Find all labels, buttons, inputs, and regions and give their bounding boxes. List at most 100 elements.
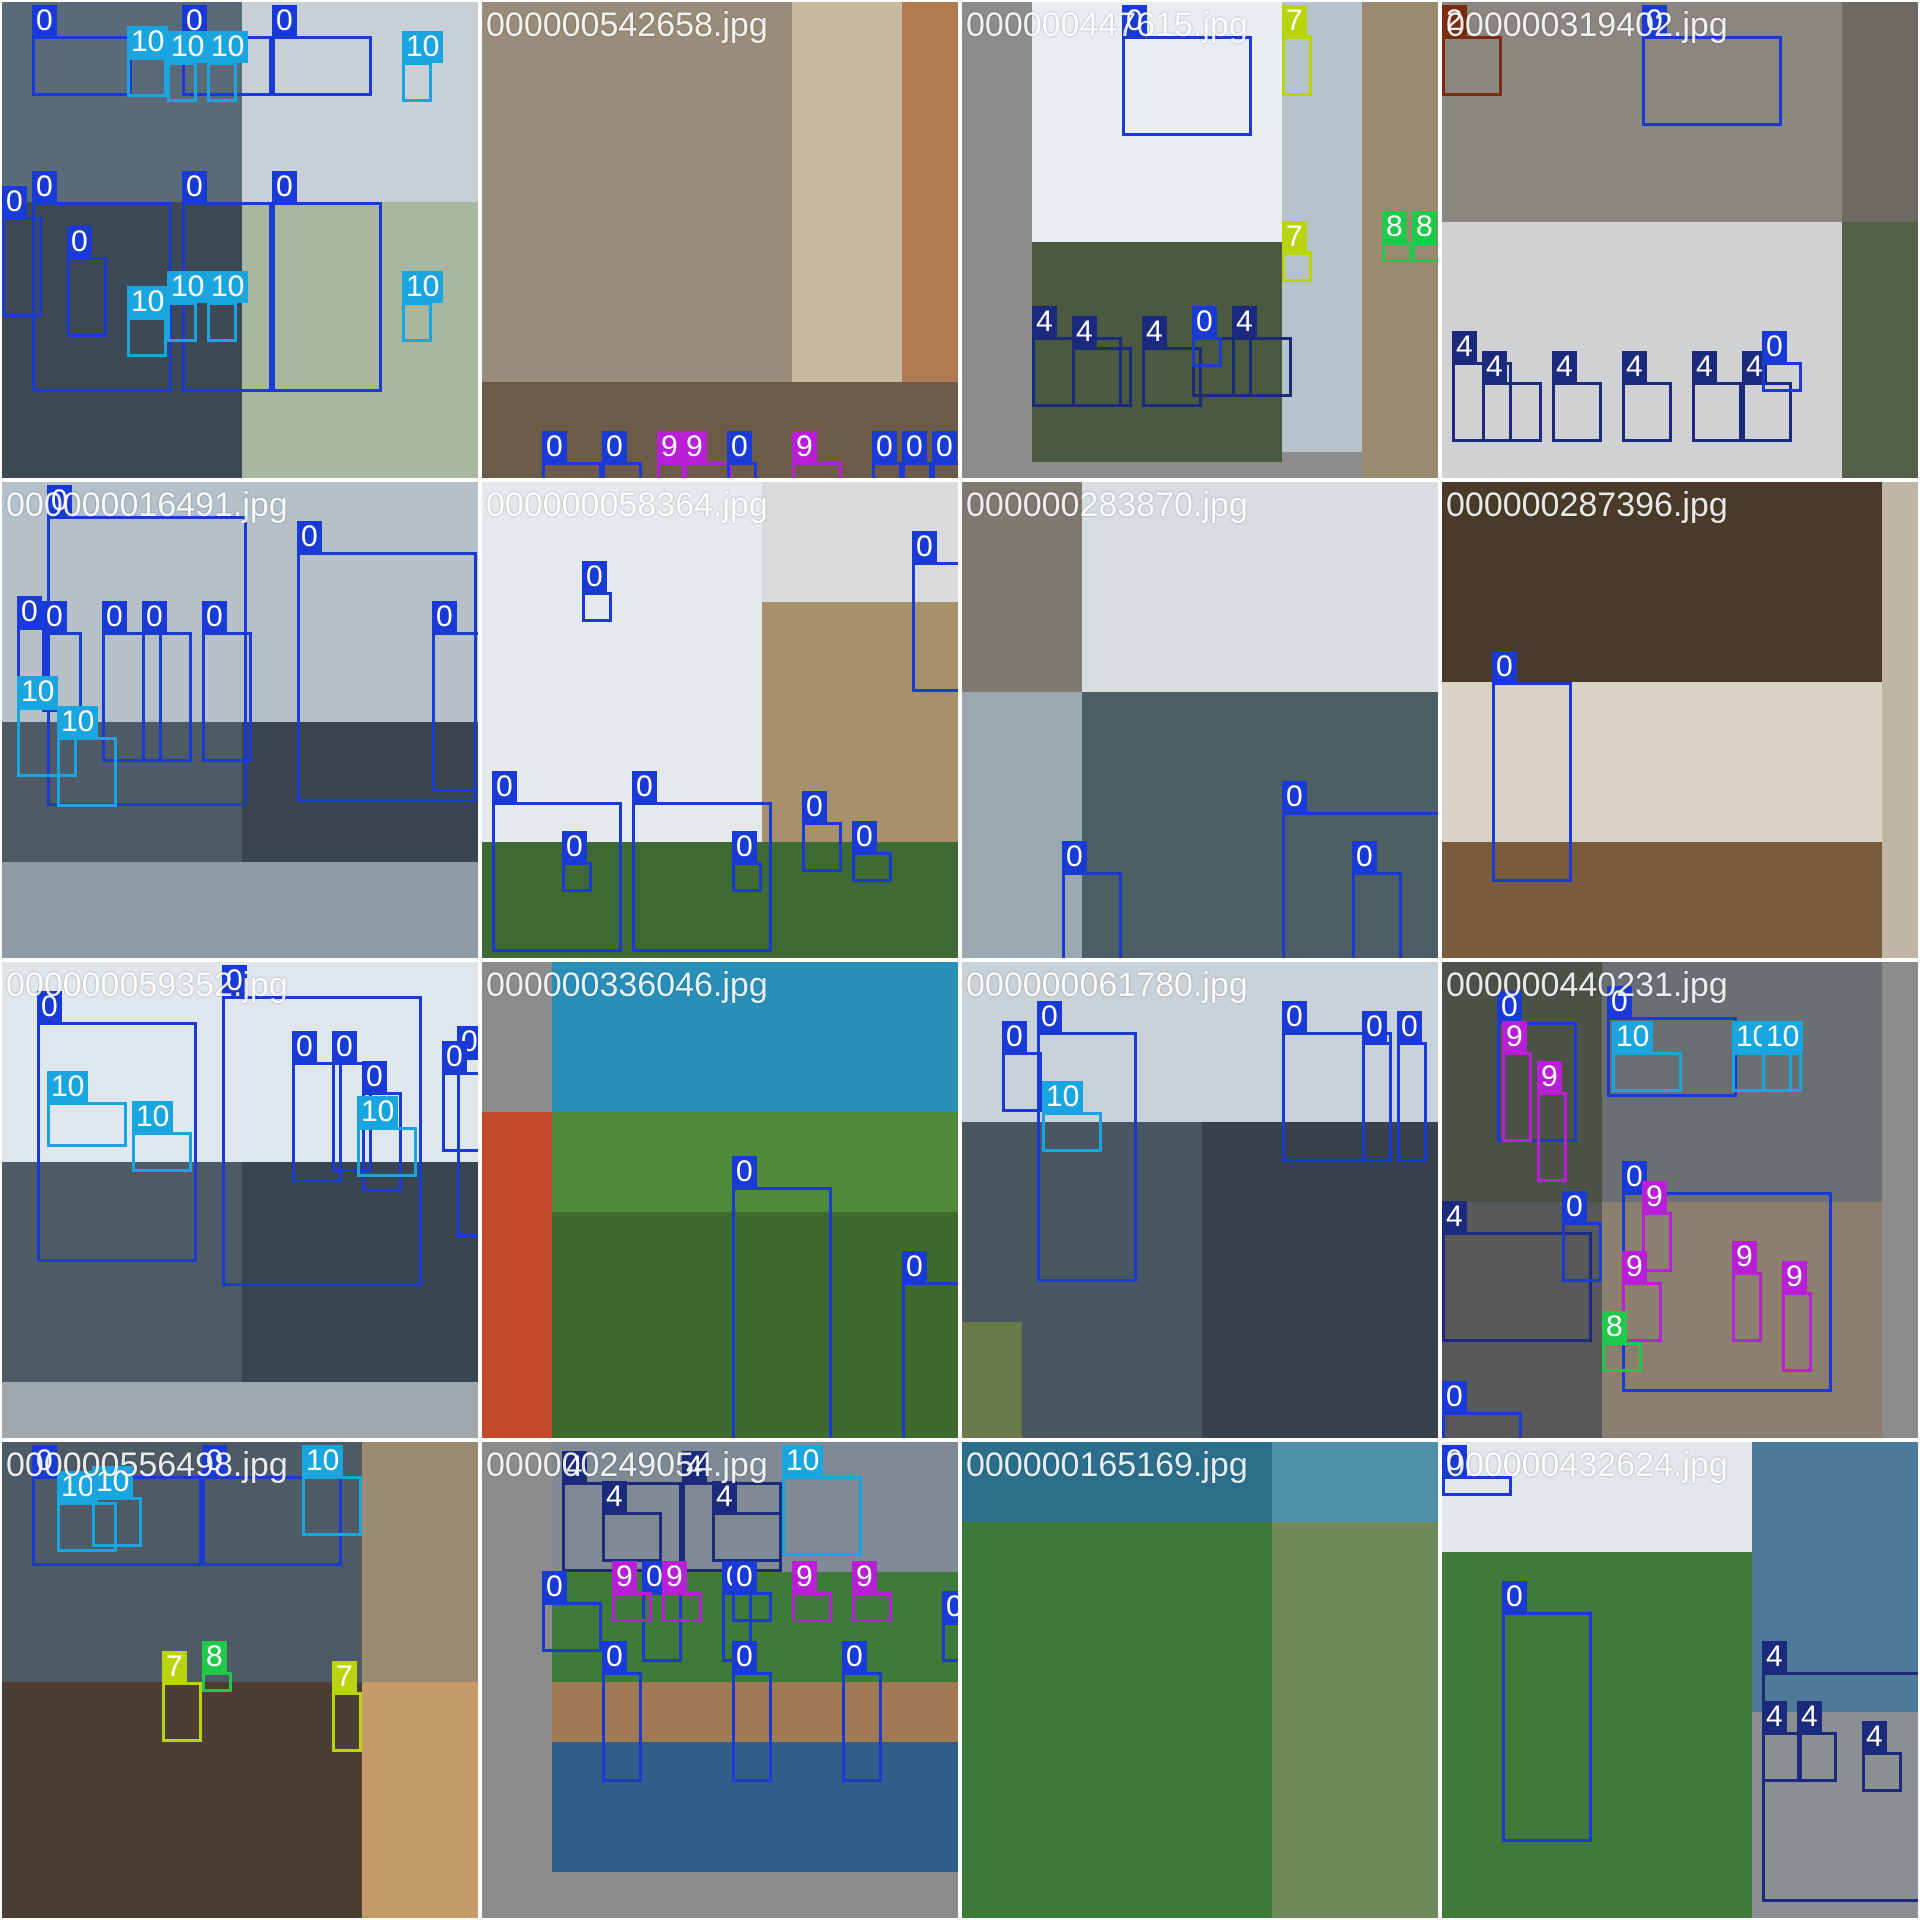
detection-box: 0	[1442, 1445, 1512, 1496]
detection-box: 0	[47, 485, 247, 806]
detection-box: 10	[57, 706, 117, 807]
photo-region	[2, 1382, 478, 1438]
photo-region	[552, 1212, 958, 1438]
class-label: 0	[432, 601, 457, 633]
mosaic-tile: 0 0 0 10 10 10 10 0 0 0 10 10 10 10 0 0	[0, 0, 480, 480]
class-label: 0	[902, 1251, 927, 1283]
detection-box: 0	[102, 601, 162, 762]
mosaic-tile: 0 0 9 9 0 9 0 0 0 000000542658.jpg	[480, 0, 960, 480]
class-label: 4	[1622, 351, 1647, 383]
class-label: 0	[42, 601, 67, 633]
detection-box: 10	[17, 676, 77, 777]
detection-box: 10	[207, 31, 249, 102]
class-label: 7	[1282, 221, 1307, 253]
class-label: 0	[942, 1591, 958, 1623]
detection-box: 9	[682, 431, 732, 478]
class-label: 0	[1642, 5, 1667, 37]
class-label: 0	[1497, 991, 1522, 1023]
class-label: 9	[1502, 1021, 1527, 1053]
class-label: 0	[1492, 651, 1517, 683]
detection-box: 0	[602, 431, 642, 478]
detection-box: 4	[1552, 351, 1602, 442]
photo-region	[482, 482, 762, 842]
class-label: 0	[292, 1031, 317, 1063]
detection-box: 0	[732, 831, 762, 892]
detection-box: 0	[332, 1031, 372, 1172]
class-label: 0	[732, 831, 757, 863]
class-label: 0	[542, 431, 567, 463]
detection-box: 0	[202, 1445, 342, 1566]
class-label: 4	[1762, 1641, 1787, 1673]
photo-region	[762, 602, 958, 842]
class-label: 0	[562, 831, 587, 863]
class-label: 0	[632, 771, 657, 803]
class-label: 4	[1072, 316, 1097, 348]
detection-box: 9	[662, 1561, 702, 1622]
class-label: 4	[1797, 1701, 1822, 1733]
class-label: 0	[47, 485, 72, 517]
class-label: 0	[1562, 1191, 1587, 1223]
class-label: 0	[17, 596, 42, 628]
detection-box: 10	[47, 1071, 127, 1147]
class-label: 0	[912, 531, 937, 563]
class-label: 9	[1732, 1241, 1757, 1273]
class-label: 8	[1602, 1311, 1627, 1343]
detection-box: 0	[582, 561, 612, 622]
detection-box: 0	[542, 1571, 602, 1652]
mosaic-tile: 07788444440000000447615.jpg	[960, 0, 1440, 480]
class-label: 0	[272, 171, 297, 203]
detection-box: 0	[2, 186, 42, 317]
class-label: 10	[167, 271, 209, 303]
class-label: 4	[602, 1481, 627, 1513]
class-label: 0	[37, 991, 62, 1023]
detection-box: 9	[1642, 1181, 1672, 1272]
class-label: 2	[1442, 5, 1467, 37]
class-label: 0	[732, 1156, 757, 1188]
class-label: 9	[852, 1561, 877, 1593]
class-label: 10	[1762, 1021, 1804, 1053]
detection-box: 0	[297, 521, 477, 802]
detection-box: 10	[127, 286, 169, 357]
class-label: 0	[582, 561, 607, 593]
class-label: 10	[57, 1471, 99, 1503]
mosaic-tile: 0 0 4 4 4 4 000000432624.jpg	[1440, 1440, 1920, 1920]
class-label: 0	[442, 1041, 467, 1073]
class-label: 0	[67, 226, 92, 258]
detection-box: 9	[1537, 1061, 1567, 1182]
class-label: 0	[932, 431, 957, 463]
class-label: 10	[1042, 1081, 1084, 1113]
class-label: 0	[492, 771, 517, 803]
class-label: 7	[332, 1661, 357, 1693]
detection-box: 0	[562, 831, 592, 892]
detection-box: 4	[1482, 351, 1542, 442]
detection-box: 4	[1442, 1201, 1592, 1342]
detection-box: 4	[1622, 351, 1672, 442]
class-label: 0	[732, 1561, 757, 1593]
class-label: 0	[902, 431, 927, 463]
class-label: 4	[1762, 1701, 1787, 1733]
detection-box: 8	[1382, 211, 1412, 262]
mosaic-tile: 00000001010100000000016491.jpg	[0, 480, 480, 960]
photo-region	[1082, 482, 1438, 692]
class-label: 4	[682, 1451, 707, 1483]
photo-region	[552, 962, 958, 1112]
photo-region	[482, 842, 958, 958]
class-label: 9	[662, 1561, 687, 1593]
detection-box: 0	[1762, 331, 1802, 392]
detection-box: 9	[657, 431, 687, 478]
class-label: 7	[1282, 5, 1307, 37]
class-label: 0	[182, 171, 207, 203]
detection-box: 9	[1732, 1241, 1762, 1342]
class-label: 4	[1142, 316, 1167, 348]
class-label: 0	[202, 1445, 227, 1477]
detection-box: 0	[272, 171, 382, 392]
detection-box: 0	[442, 1041, 478, 1152]
class-label: 4	[562, 1451, 587, 1483]
photo-region	[362, 1442, 478, 1682]
photo-region	[1842, 2, 1918, 222]
detection-box: 0	[492, 771, 622, 952]
class-label: 8	[1412, 211, 1437, 243]
detection-box: 4	[602, 1481, 662, 1562]
class-label: 4	[1552, 351, 1577, 383]
